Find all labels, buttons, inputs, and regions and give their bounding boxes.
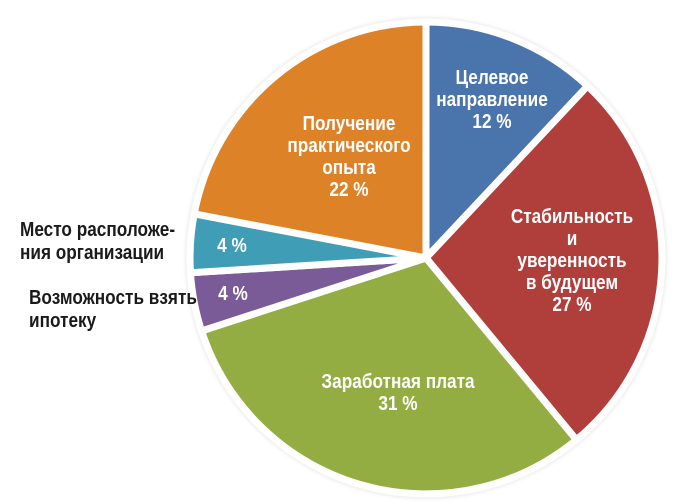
pie-slices-group — [186, 18, 666, 498]
pie-slice-2 — [198, 254, 580, 498]
pie-slice-1 — [422, 82, 666, 444]
pie-slice-5 — [190, 18, 430, 262]
pie-slice-0 — [422, 18, 592, 262]
